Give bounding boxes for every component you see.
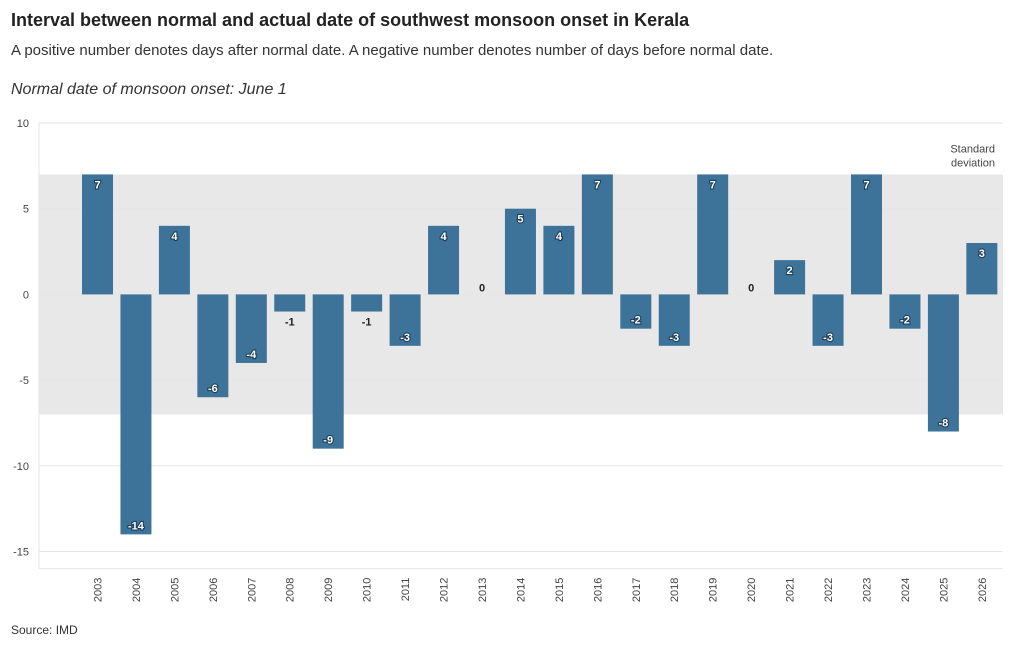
chart-title: Interval between normal and actual date …	[11, 10, 690, 30]
bar	[889, 294, 921, 329]
x-tick-label: 2021	[785, 578, 797, 602]
x-tick-label: 2011	[400, 578, 412, 602]
bar	[389, 294, 421, 346]
x-tick-label: 2025	[938, 578, 950, 602]
bar	[274, 294, 306, 312]
data-label: -4	[246, 349, 257, 361]
y-tick-label: 10	[17, 118, 29, 130]
data-label: 4	[440, 231, 447, 243]
y-tick-label: 0	[23, 289, 29, 301]
data-label: -2	[631, 315, 641, 327]
data-label: -6	[208, 383, 218, 395]
bar	[312, 294, 344, 449]
y-tick-label: -15	[13, 547, 29, 559]
data-label: 3	[979, 248, 985, 260]
bar	[428, 225, 460, 295]
x-tick-label: 2009	[323, 578, 335, 602]
data-label: 5	[517, 214, 523, 226]
data-label: -3	[823, 332, 833, 344]
data-label: -9	[323, 435, 333, 447]
bar	[851, 174, 882, 295]
bar	[966, 242, 998, 295]
bar	[658, 294, 690, 346]
x-tick-label: 2023	[862, 578, 874, 602]
x-tick-label: 2013	[477, 578, 489, 602]
x-tick-label: 2020	[746, 578, 758, 602]
data-label: 7	[94, 179, 100, 191]
bar	[620, 294, 652, 329]
x-tick-label: 2012	[439, 578, 451, 602]
x-tick-label: 2008	[285, 578, 297, 602]
bar	[927, 294, 959, 432]
data-label: -14	[128, 520, 145, 532]
data-label: -8	[939, 418, 949, 430]
bar	[158, 225, 190, 295]
y-tick-label: -5	[19, 375, 29, 387]
bar	[197, 294, 229, 398]
data-label: 7	[710, 179, 716, 191]
data-label: -3	[400, 332, 410, 344]
bar	[235, 294, 267, 363]
bar	[812, 294, 844, 346]
x-tick-label: 2004	[131, 578, 143, 602]
x-tick-label: 2010	[362, 578, 374, 602]
x-tick-label: 2024	[900, 578, 912, 602]
x-tick-label: 2005	[169, 578, 181, 602]
data-label: -2	[900, 315, 910, 327]
x-tick-label: 2016	[592, 578, 604, 602]
x-tick-label: 2018	[669, 578, 681, 602]
data-label: 2	[787, 265, 793, 277]
data-label: 4	[171, 231, 178, 243]
source-note: Source: IMD	[11, 623, 78, 637]
bar	[697, 174, 729, 295]
x-tick-label: 2006	[208, 578, 220, 602]
bar	[351, 294, 383, 312]
chart-note: Normal date of monsoon onset: June 1	[11, 81, 287, 98]
x-tick-label: 2007	[246, 578, 258, 602]
x-tick-label: 2014	[515, 578, 527, 602]
bar	[504, 208, 536, 295]
x-tick-label: 2015	[554, 578, 566, 602]
band-label-line1: Standard	[950, 143, 995, 155]
bar	[543, 225, 575, 295]
y-tick-label: -10	[13, 461, 29, 473]
chart-subtitle: A positive number denotes days after nor…	[11, 42, 774, 59]
y-tick-label: 5	[23, 204, 29, 216]
data-label: 7	[863, 179, 869, 191]
x-tick-label: 2017	[631, 578, 643, 602]
bar	[120, 294, 152, 535]
x-tick-label: 2003	[93, 578, 105, 602]
data-label: 0	[748, 282, 754, 294]
bar	[82, 174, 113, 295]
data-label: -1	[285, 317, 295, 329]
band-label-line2: deviation	[951, 157, 995, 169]
x-tick-label: 2026	[977, 578, 989, 602]
bar	[581, 174, 613, 295]
data-label: -1	[362, 317, 372, 329]
x-tick-label: 2022	[823, 578, 835, 602]
data-label: 0	[479, 282, 485, 294]
data-label: 4	[556, 231, 563, 243]
data-label: 7	[594, 179, 600, 191]
bar	[774, 260, 806, 295]
x-tick-label: 2019	[708, 578, 720, 602]
data-label: -3	[669, 332, 679, 344]
